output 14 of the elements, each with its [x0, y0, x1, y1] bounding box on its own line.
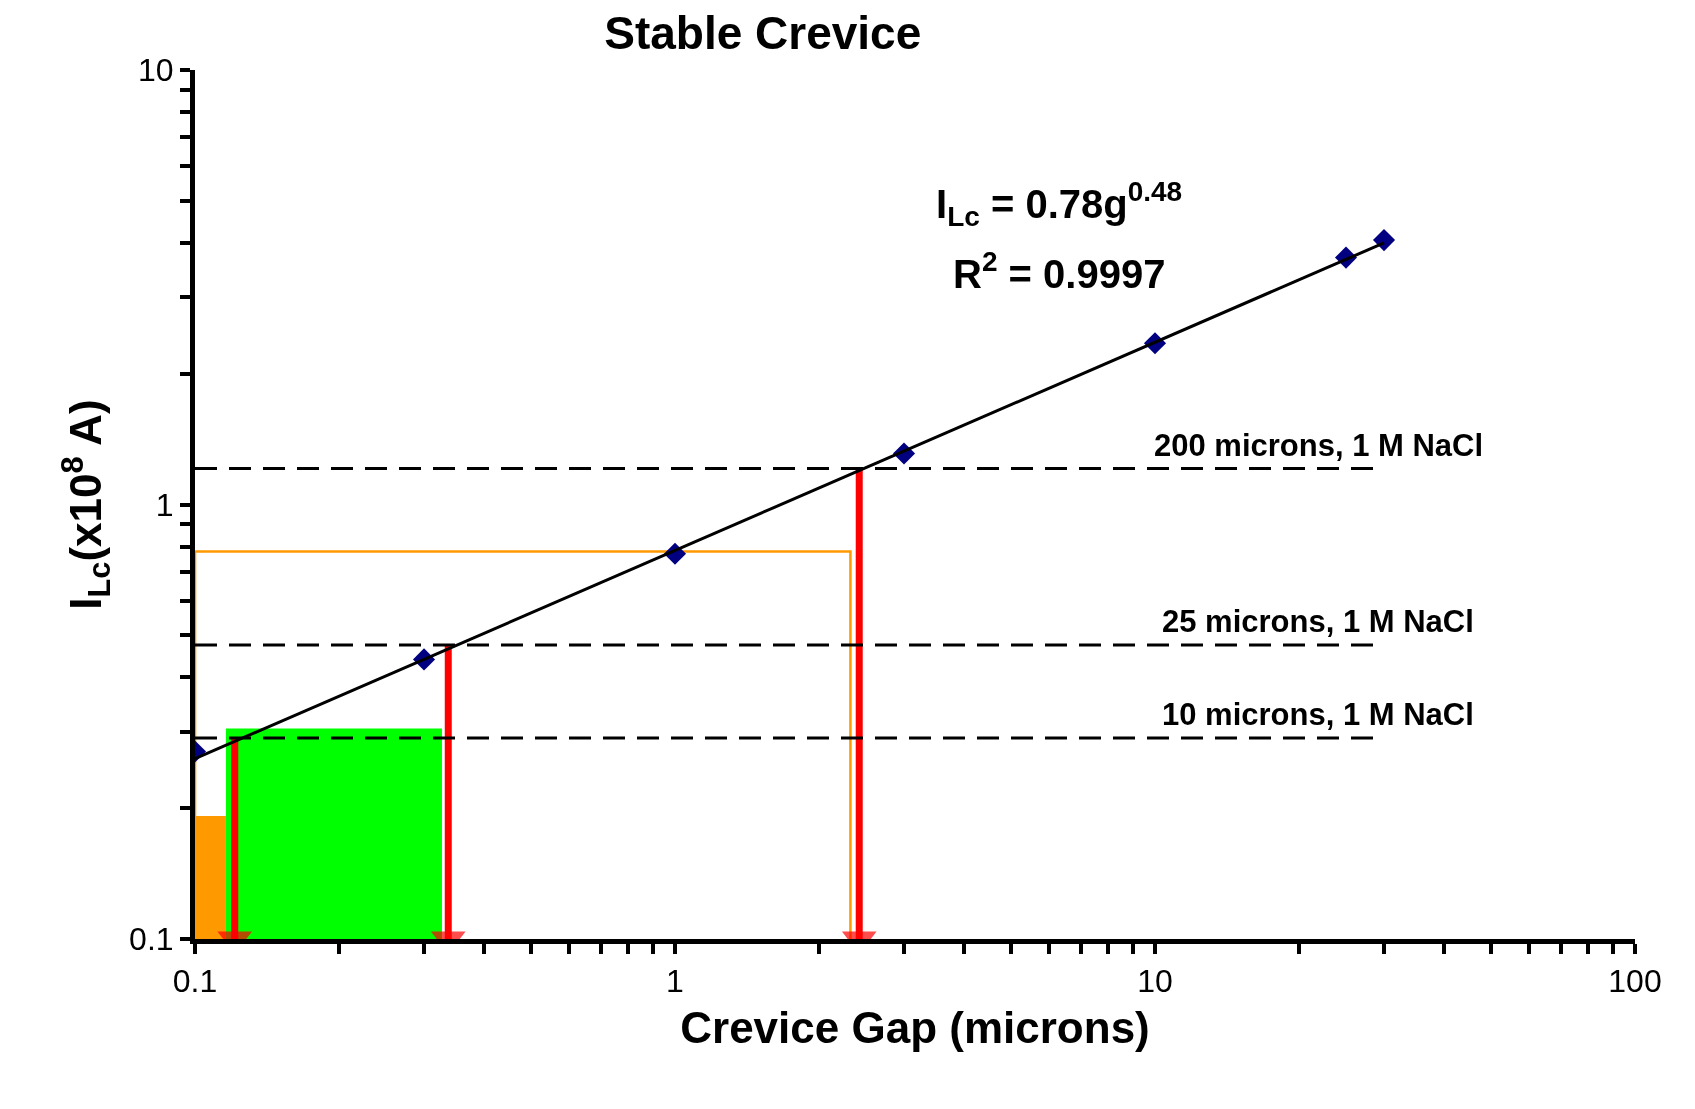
x-tick-label: 10	[1137, 963, 1173, 1000]
ref-line-label: 200 microns, 1 M NaCl	[1154, 428, 1484, 463]
chart-title: Stable Crevice	[604, 6, 922, 59]
y-tick-label: 0.1	[129, 921, 174, 958]
x-tick-label: 0.1	[172, 963, 218, 1000]
x-tick-label: 100	[1608, 963, 1662, 1000]
annotation: R$^{2}$ = 0.9997	[953, 246, 1166, 296]
x-tick-label: 1	[666, 963, 684, 1000]
x-axis-title: Crevice Gap (microns)	[680, 1002, 1150, 1052]
y-tick-label: 10	[138, 52, 174, 89]
ref-line-label: 25 microns, 1 M NaCl	[1162, 604, 1474, 639]
annotation: I$_{Lc}$ = 0.78g$^{0.48}$	[936, 176, 1183, 233]
ref-line-label: 10 microns, 1 M NaCl	[1162, 697, 1474, 732]
y-tick-label: 1	[155, 486, 174, 523]
